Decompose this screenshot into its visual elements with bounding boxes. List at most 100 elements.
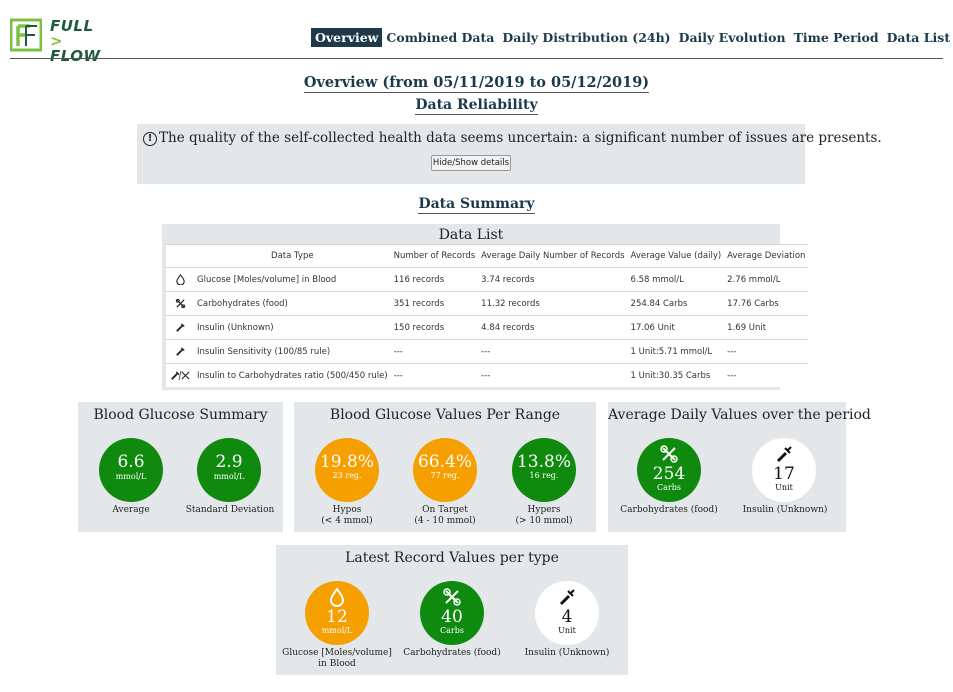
syringe-carbs-icon [171, 370, 190, 381]
nav-overview[interactable]: Overview [311, 27, 383, 47]
avg-insulin-value: 17 [773, 464, 795, 484]
avg-insulin-circle: 17 Unit [752, 438, 816, 502]
cell-dev: --- [724, 363, 809, 387]
nav-daily-evolution[interactable]: Daily Evolution [678, 29, 786, 45]
hypers-value: 13.8% [516, 452, 571, 472]
hypos-value: 19.8% [319, 452, 374, 472]
logo-mark-icon [10, 18, 42, 52]
std-dev-unit: mmol/L [213, 472, 245, 481]
data-list-panel: Data List Data Type Number of Records Av… [162, 224, 809, 390]
top-nav: Overview Combined Data Daily Distributio… [311, 26, 950, 48]
cell-avg: 17.06 Unit [627, 315, 725, 340]
data-list-title: Data List [438, 227, 504, 243]
cell-daily: 4.84 records [478, 315, 628, 340]
hypos-range: (< 4 mmol) [321, 516, 373, 526]
reliability-panel: ! The quality of the self-collected healt… [137, 124, 882, 184]
table-header-row: Data Type Number of Records Average Dail… [166, 244, 809, 268]
nav-combined-data[interactable]: Combined Data [386, 29, 495, 45]
latest-glucose-label-text: Glucose [Moles/volume] [282, 648, 392, 658]
on-target-label-text: On Target [422, 505, 468, 515]
col-data-type: Data Type [194, 244, 391, 268]
latest-insulin-unit: Unit [558, 626, 576, 635]
cell-dev: 2.76 mmol/L [724, 267, 809, 292]
std-dev-circle: 2.9 mmol/L [197, 438, 261, 502]
cell-daily: --- [478, 363, 628, 387]
nav-data-list[interactable]: Data List [886, 29, 951, 45]
table-row[interactable]: Glucose [Moles/volume] in Blood 116 reco… [166, 267, 809, 292]
logo-arrow: > [50, 32, 64, 50]
col-average-daily-records: Average Daily Number of Records [478, 244, 628, 268]
data-summary-heading: Data Summary [0, 196, 953, 214]
cell-dev: 1.69 Unit [724, 315, 809, 340]
latest-insulin-label: Insulin (Unknown) [524, 648, 610, 658]
col-average-value: Average Value (daily) [627, 244, 725, 268]
cell-avg: 1 Unit:5.71 mmol/L [627, 339, 725, 364]
cell-type: Carbohydrates (food) [194, 291, 391, 316]
row-icon-cell [166, 291, 194, 316]
table-row[interactable]: Insulin (Unknown) 150 records 4.84 recor… [166, 315, 809, 340]
daily-avg-title: Average Daily Values over the period [608, 407, 871, 423]
bg-ranges-card: Blood Glucose Values Per Range 19.8% 23 … [294, 402, 596, 532]
logo-word-2: FLOW [50, 47, 101, 65]
average-unit: mmol/L [115, 472, 147, 481]
icon-column-header [166, 244, 194, 268]
cell-records: 116 records [390, 267, 479, 292]
row-icon-cell [166, 339, 194, 364]
cell-records: 351 records [390, 291, 479, 316]
table-row[interactable]: Insulin Sensitivity (100/85 rule) --- --… [166, 339, 809, 364]
latest-carbs-value: 40 [441, 607, 463, 627]
cell-type: Glucose [Moles/volume] in Blood [194, 267, 391, 292]
latest-insulin-circle: 4 Unit [535, 581, 599, 645]
table-row[interactable]: Insulin to Carbohydrates ratio (500/450 … [166, 363, 809, 387]
col-number-of-records: Number of Records [390, 244, 479, 268]
nav-time-period[interactable]: Time Period [793, 29, 879, 45]
avg-insulin-label: Insulin (Unknown) [742, 505, 828, 515]
data-summary-heading-text: Data Summary [418, 196, 535, 214]
syringe-icon [175, 347, 185, 356]
nav-daily-distribution[interactable]: Daily Distribution (24h) [502, 29, 671, 45]
page-title-text: Overview (from 05/11/2019 to 05/12/2019) [303, 74, 650, 93]
cell-avg: 1 Unit:30.35 Carbs [627, 363, 725, 387]
latest-glucose-label: Glucose [Moles/volume] in Blood [282, 648, 392, 670]
latest-carbs-label: Carbohydrates (food) [403, 648, 501, 658]
hypers-label-text: Hypers [527, 505, 561, 515]
average-label: Average [112, 505, 150, 515]
latest-values-title: Latest Record Values per type [345, 550, 559, 566]
table-row[interactable]: Carbohydrates (food) 351 records 11.32 r… [166, 291, 809, 316]
bg-summary-card: Blood Glucose Summary 6.6 mmol/L Average… [78, 402, 283, 532]
col-average-deviation: Average Deviation [724, 244, 809, 268]
carbs-icon [660, 445, 678, 463]
hypos-circle: 19.8% 23 reg. [315, 438, 379, 502]
cell-type: Insulin (Unknown) [194, 315, 391, 340]
cell-daily: 11.32 records [478, 291, 628, 316]
cell-avg: 254.84 Carbs [627, 291, 725, 316]
avg-carbs-value: 254 [652, 464, 686, 484]
reliability-message-text: The quality of the self-collected health… [159, 130, 882, 146]
average-circle: 6.6 mmol/L [99, 438, 163, 502]
cell-daily: --- [478, 339, 628, 364]
hypos-label-text: Hypos [332, 505, 362, 515]
cell-avg: 6.58 mmol/L [627, 267, 725, 292]
average-value: 6.6 [117, 452, 145, 472]
syringe-icon [175, 323, 185, 332]
on-target-circle: 66.4% 77 reg. [413, 438, 477, 502]
avg-carbs-circle: 254 Carbs [637, 438, 701, 502]
row-icon-cell [166, 267, 194, 292]
cell-dev: 17.76 Carbs [724, 291, 809, 316]
hypers-label: Hypers (> 10 mmol) [494, 505, 594, 527]
cell-records: 150 records [390, 315, 479, 340]
row-icon-cell [166, 363, 194, 387]
full-flow-logo[interactable]: FULL > FLOW [10, 17, 110, 64]
on-target-value: 66.4% [417, 452, 472, 472]
on-target-range: (4 - 10 mmol) [414, 516, 476, 526]
bg-ranges-title: Blood Glucose Values Per Range [329, 407, 561, 423]
row-icon-cell [166, 315, 194, 340]
cell-dev: --- [724, 339, 809, 364]
page-title: Overview (from 05/11/2019 to 05/12/2019) [0, 74, 953, 93]
cell-records: --- [390, 363, 479, 387]
hide-show-details-button[interactable]: Hide/Show details [431, 155, 511, 171]
latest-glucose-unit: mmol/L [321, 626, 353, 635]
drop-icon [175, 274, 185, 285]
reliability-heading-text: Data Reliability [415, 97, 538, 115]
logo-word-1: FULL [50, 17, 94, 35]
